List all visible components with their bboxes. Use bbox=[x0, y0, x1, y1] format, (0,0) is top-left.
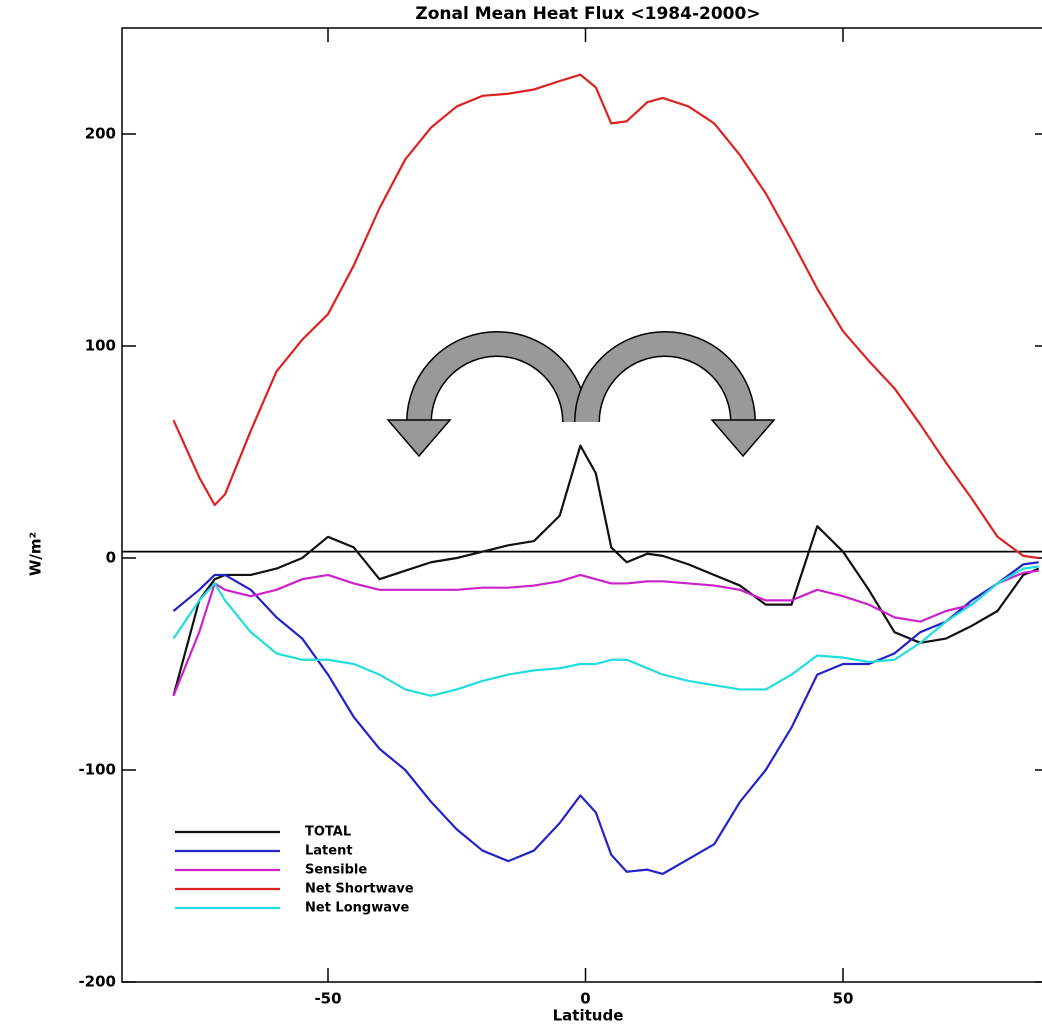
chart-title: Zonal Mean Heat Flux <1984-2000> bbox=[415, 4, 760, 24]
x-tick-label: 50 bbox=[833, 990, 854, 1008]
plot-area: -50 0 50 -200 -100 0 100 200 TOTAL Latent Sensible… bbox=[78, 27, 1042, 1008]
x-axis-label: Latitude bbox=[553, 1007, 624, 1025]
arrow-right bbox=[575, 332, 755, 423]
series-line bbox=[172, 444, 1040, 697]
x-tick-label: 0 bbox=[580, 990, 590, 1008]
y-tick-label: 200 bbox=[85, 125, 116, 143]
legend-label: Latent bbox=[305, 844, 353, 859]
y-tick-label: 100 bbox=[85, 337, 116, 355]
arrows bbox=[386, 331, 776, 458]
x-tick-label: -50 bbox=[314, 990, 341, 1008]
series-line bbox=[172, 561, 1039, 875]
arrow-right-head bbox=[710, 419, 776, 458]
legend-label: TOTAL bbox=[305, 825, 351, 840]
y-tick-label: 0 bbox=[106, 549, 116, 567]
y-axis-label: W/m² bbox=[27, 532, 45, 576]
legend-label: Sensible bbox=[305, 863, 367, 878]
arrow-left-head bbox=[386, 419, 452, 458]
series-line bbox=[172, 569, 1039, 697]
series-line bbox=[172, 73, 1039, 560]
y-tick-label: -100 bbox=[78, 761, 116, 779]
plot-frame bbox=[121, 27, 1042, 983]
series-line bbox=[172, 565, 1039, 697]
legend-label: Net Shortwave bbox=[305, 882, 414, 897]
legend-label: Net Longwave bbox=[305, 901, 409, 916]
arrow-left bbox=[407, 332, 587, 423]
y-tick-label: -200 bbox=[78, 973, 116, 991]
